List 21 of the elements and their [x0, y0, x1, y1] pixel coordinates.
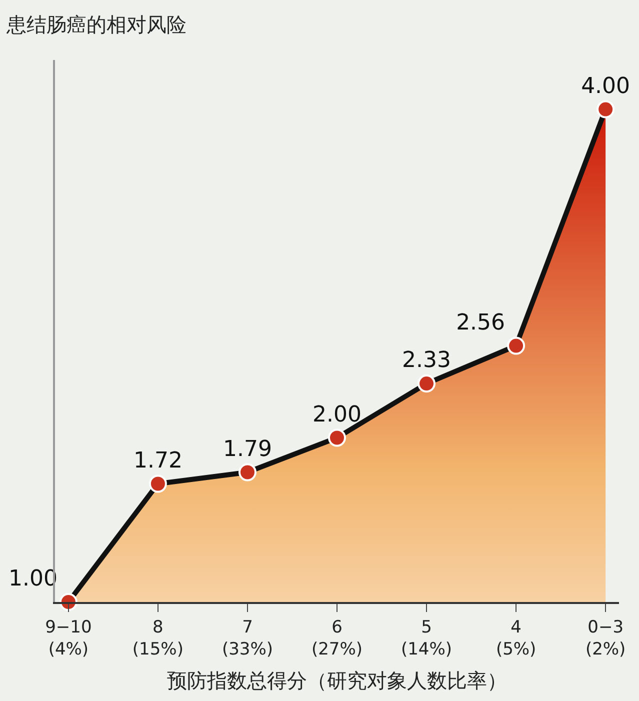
x-tick-label: 6 (27%): [311, 617, 363, 660]
x-tick-label: 7 (33%): [222, 617, 274, 660]
point: [148, 474, 167, 493]
x-tick-label: 8 (15%): [132, 617, 184, 660]
point: [596, 100, 615, 118]
x-axis-title: 预防指数总得分（研究对象人数比率）: [167, 668, 507, 692]
data-label: 2.56: [456, 310, 506, 336]
point: [418, 374, 436, 393]
data-label: 1.79: [222, 436, 272, 462]
data-label: 1.72: [133, 448, 182, 474]
x-tick-label: 5 (14%): [400, 617, 452, 660]
chart-title: 患结肠癌的相对风险: [5, 12, 186, 37]
point: [238, 463, 256, 482]
point: [507, 336, 526, 355]
point: [328, 428, 346, 447]
x-tick-label: 0−3 (2%): [585, 617, 626, 660]
data-label: 2.00: [312, 402, 362, 428]
x-tick-label: 9−10 (4%): [45, 617, 92, 660]
x-tick-label: 4 (5%): [496, 617, 536, 660]
data-label: 4.00: [581, 74, 630, 99]
data-label: 2.33: [402, 348, 452, 374]
